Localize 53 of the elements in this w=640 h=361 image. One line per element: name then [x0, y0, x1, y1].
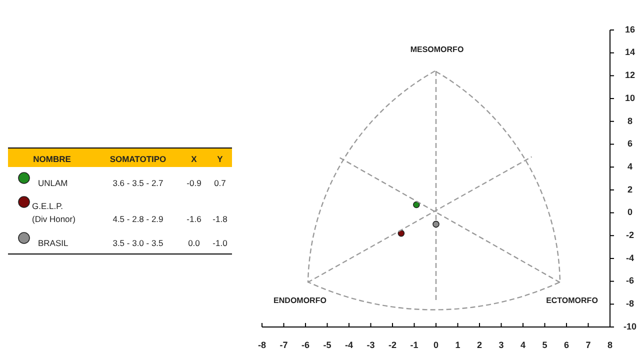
- annotation: MESOMORFO: [410, 45, 464, 54]
- y-tick-label: -10: [623, 321, 637, 332]
- x-tick-label: 0: [433, 340, 439, 350]
- y-tick-label: 10: [624, 92, 636, 103]
- text: -1.6: [186, 214, 202, 224]
- text: 0.7: [214, 178, 226, 188]
- point: [413, 201, 420, 208]
- x-tick-label: 2: [476, 340, 482, 350]
- legend-label: BRASIL: [38, 238, 69, 248]
- text: 3.5 - 3.0 - 3.5: [112, 238, 164, 248]
- y-tick-label: 12: [624, 70, 636, 80]
- text: SOMATOTIPO: [110, 154, 166, 164]
- text: -1.0: [212, 238, 228, 248]
- y-tick-label: 14: [624, 47, 636, 58]
- x-tick-label: 8: [607, 340, 613, 350]
- text: 3.6 - 3.5 - 2.7: [112, 178, 164, 188]
- y-tick-label: 2: [627, 184, 633, 194]
- y-tick-label: 6: [627, 138, 633, 149]
- annotation: ENDOMORFO: [274, 296, 326, 306]
- x-tick-label: 1: [455, 340, 460, 350]
- y-tick-label: -2: [626, 230, 634, 240]
- x-tick-label: 7: [586, 340, 591, 350]
- x-tick-label: 5: [542, 340, 548, 350]
- text: X: [191, 154, 197, 164]
- x-tick-label: -8: [258, 340, 266, 350]
- x-tick-label: -2: [388, 340, 397, 350]
- y-tick-label: 0: [627, 207, 633, 218]
- legend-label: UNLAM: [38, 178, 68, 188]
- y-tick-label: 4: [627, 161, 633, 172]
- point: [398, 230, 405, 237]
- x-tick-label: -1: [410, 340, 418, 350]
- y-tick-label: 8: [627, 116, 633, 126]
- x-tick-label: 4: [520, 340, 526, 350]
- text: 4.5 - 2.8 - 2.9: [112, 214, 164, 224]
- text: 0.0: [188, 238, 200, 248]
- x-tick-label: -3: [366, 340, 375, 350]
- text: Y: [217, 154, 223, 164]
- legend-label: G.E.L.P. (Div Honor): [32, 201, 76, 224]
- text: -0.9: [186, 178, 202, 188]
- x-tick-label: 3: [498, 340, 504, 350]
- y-tick-label: 16: [624, 24, 636, 34]
- point: [432, 220, 440, 228]
- text: NOMBRE: [33, 154, 71, 164]
- x-tick-label: 6: [564, 340, 570, 350]
- x-tick-label: -4: [344, 340, 354, 350]
- y-tick-label: -8: [626, 298, 634, 309]
- text: -1.8: [212, 214, 228, 224]
- y-tick-label: -6: [626, 276, 634, 286]
- x-tick-label: -6: [301, 340, 310, 350]
- x-tick-label: -7: [280, 340, 288, 350]
- annotation: ECTOMORFO: [546, 296, 598, 306]
- y-tick-label: -4: [626, 252, 634, 263]
- x-tick-label: -5: [323, 340, 332, 350]
